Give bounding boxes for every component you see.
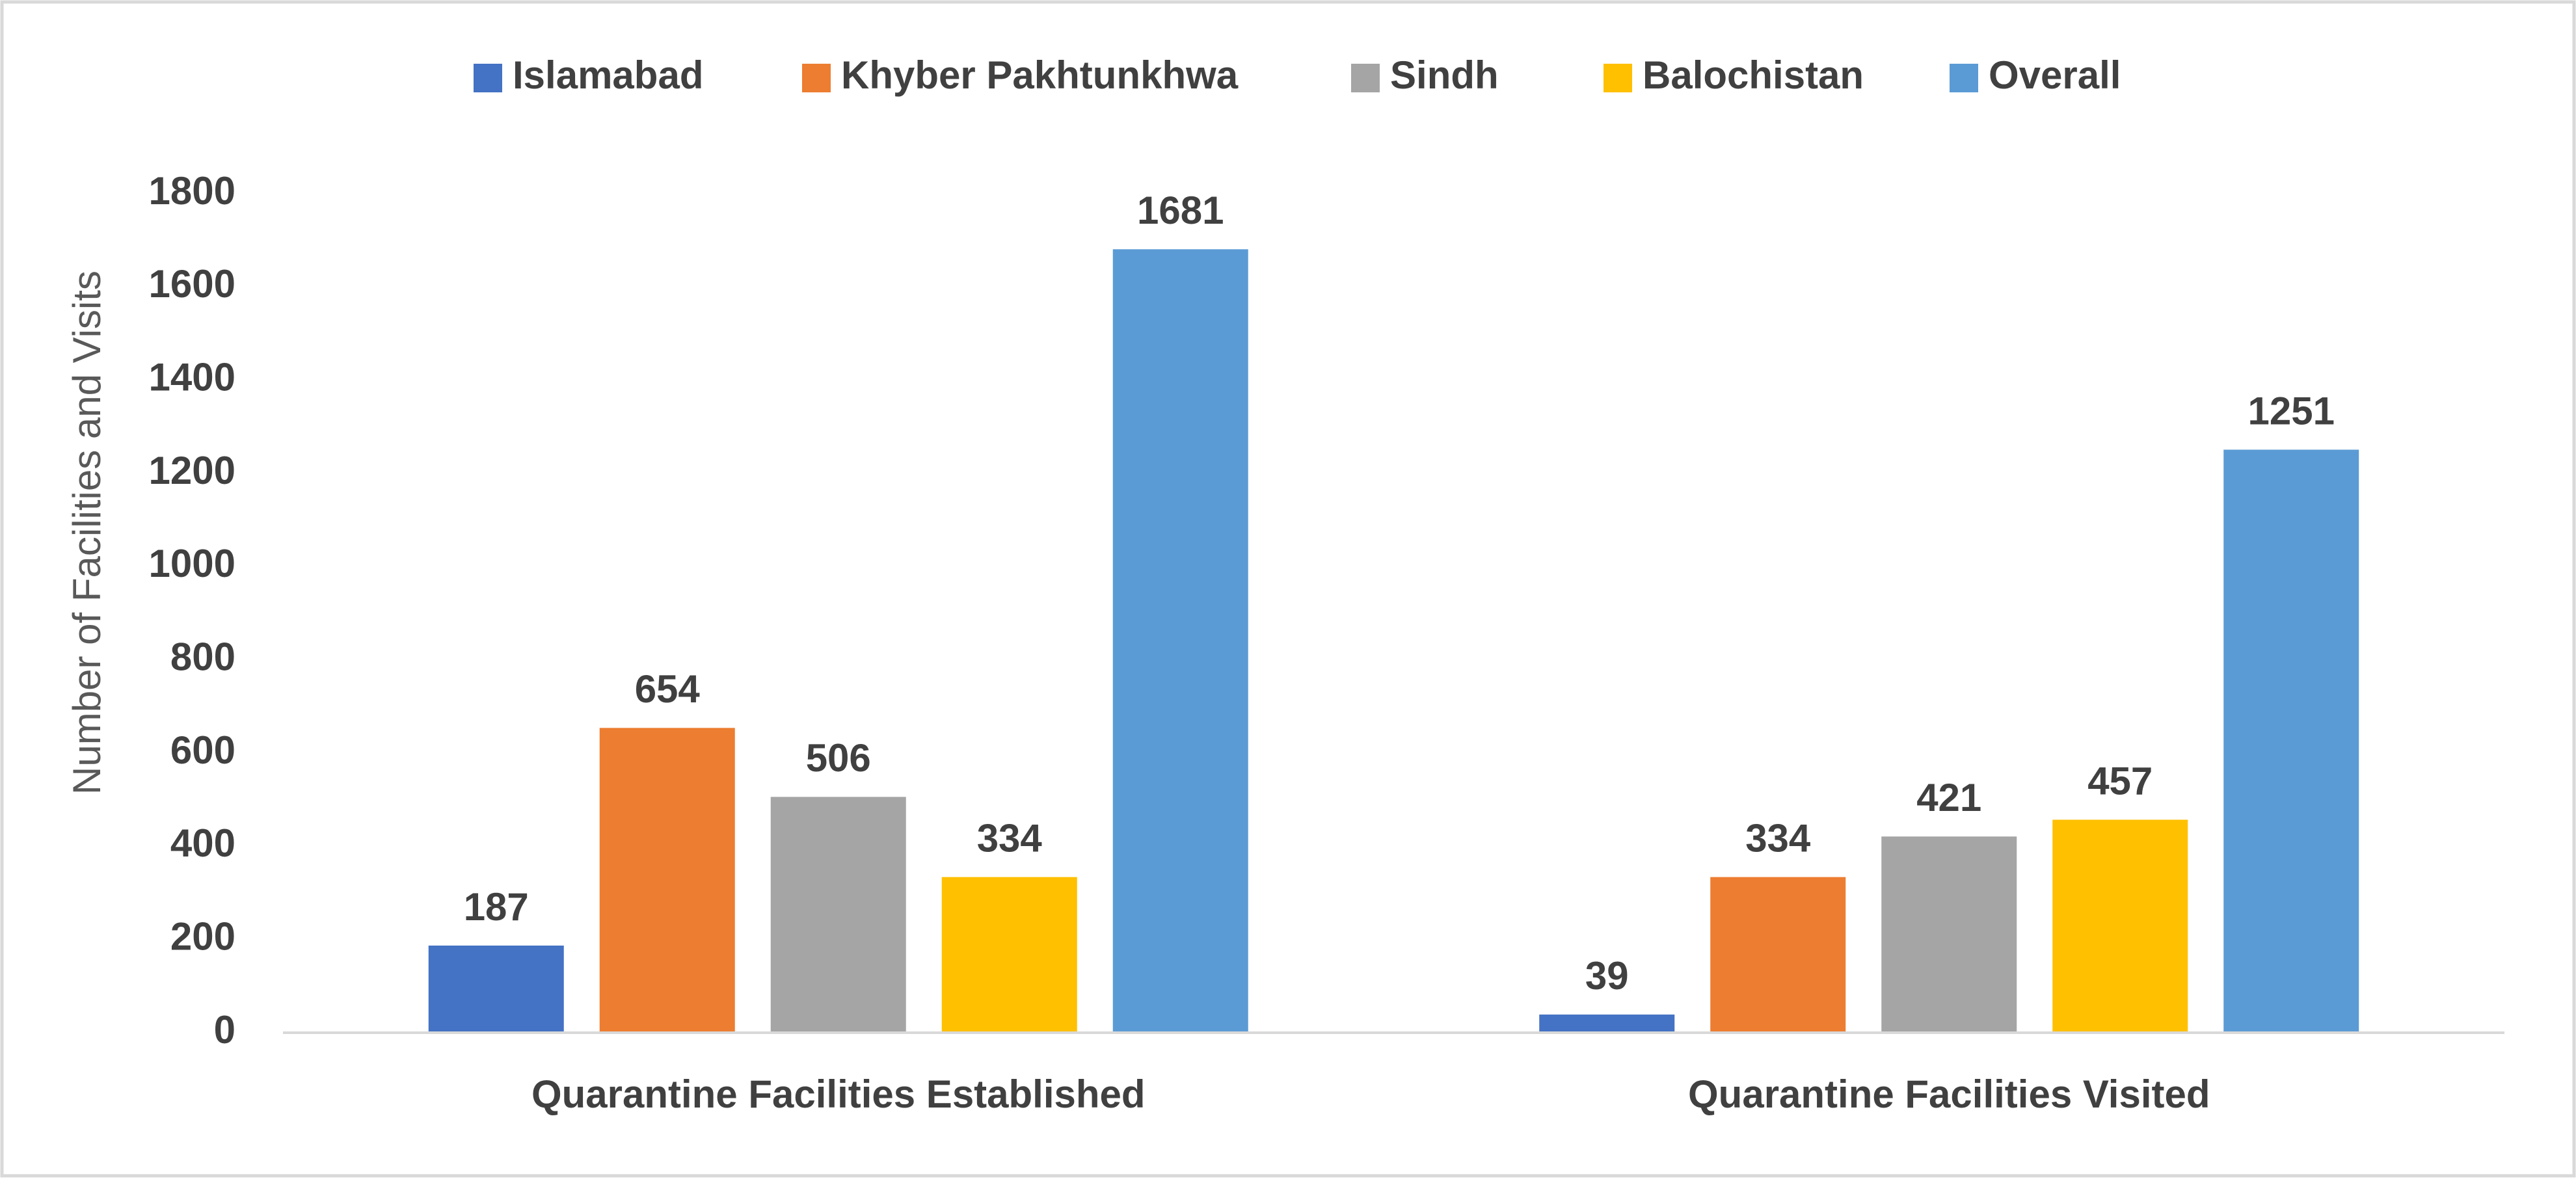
legend-swatch-balochistan [1603, 64, 1632, 92]
y-tick-label: 800 [170, 635, 235, 679]
bar-overall [2223, 449, 2359, 1033]
data-labels: 187 654 506 334 1681 39 334 421 457 1251 [464, 189, 2335, 998]
legend-label-balochistan: Balochistan [1643, 53, 1864, 97]
legend-swatch-khyber-pakhtunkhwa [802, 64, 831, 92]
y-tick-label: 400 [170, 821, 235, 865]
bar-islamabad [1539, 1015, 1675, 1033]
category-label: Quarantine Facilities Established [531, 1072, 1146, 1116]
y-tick-label: 600 [170, 728, 235, 772]
bar-khyber-pakhtunkhwa [1710, 877, 1846, 1033]
bar-khyber-pakhtunkhwa [599, 728, 735, 1033]
legend-label-khyber-pakhtunkhwa: Khyber Pakhtunkhwa [841, 53, 1239, 97]
legend-swatch-sindh [1351, 64, 1380, 92]
data-label-islamabad: 187 [464, 885, 529, 929]
y-tick-label: 1800 [149, 169, 235, 213]
data-label-overall: 1681 [1137, 189, 1224, 232]
data-label-overall: 1251 [2248, 389, 2335, 432]
legend-label-islamabad: Islamabad [513, 53, 703, 97]
y-tick-label: 1200 [149, 449, 235, 492]
bar-islamabad [428, 945, 564, 1033]
category-label: Quarantine Facilities Visited [1688, 1072, 2210, 1116]
bars [428, 249, 2359, 1033]
y-tick-label: 1400 [149, 356, 235, 399]
category-labels: Quarantine Facilities Established Quarant… [531, 1072, 2210, 1116]
y-tick-label: 0 [214, 1008, 235, 1052]
bar-balochistan [941, 877, 1077, 1033]
data-label-sindh: 421 [1916, 776, 1981, 819]
data-label-balochistan: 334 [977, 816, 1043, 860]
bar-balochistan [2052, 819, 2188, 1033]
legend-label-sindh: Sindh [1390, 53, 1499, 97]
data-label-khyber-pakhtunkhwa: 334 [1745, 816, 1811, 860]
y-tick-label: 200 [170, 915, 235, 959]
data-label-islamabad: 39 [1585, 954, 1629, 998]
bar-sindh [1881, 836, 2017, 1033]
bar-sindh [770, 797, 906, 1033]
bar-overall [1112, 249, 1248, 1033]
legend-swatch-overall [1950, 64, 1978, 92]
y-axis-ticks: 0 200 400 600 800 1000 1200 1400 1600 1800 [149, 169, 235, 1052]
data-label-balochistan: 457 [2087, 759, 2153, 803]
legend-label-overall: Overall [1989, 53, 2121, 97]
y-tick-label: 1600 [149, 262, 235, 306]
legend-swatch-islamabad [474, 64, 502, 92]
legend: Islamabad Khyber Pakhtunkhwa Sindh Balochis… [474, 53, 2121, 97]
y-axis-title: Number of Facilities and Visits [65, 271, 109, 795]
y-tick-label: 1000 [149, 542, 235, 585]
data-label-khyber-pakhtunkhwa: 654 [635, 667, 701, 711]
data-label-sindh: 506 [806, 736, 871, 780]
